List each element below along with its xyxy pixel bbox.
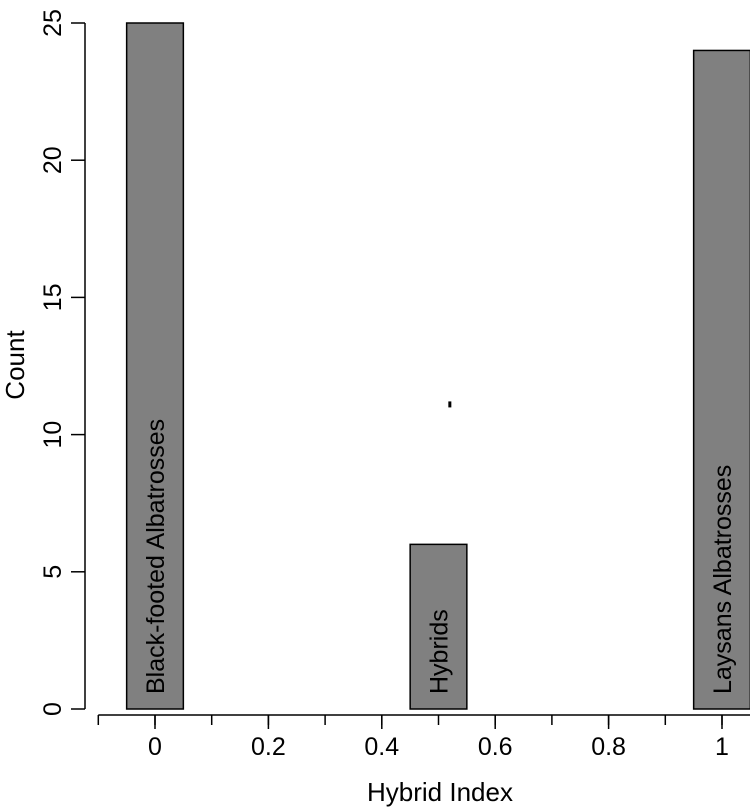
bar-0 bbox=[125, 22, 185, 710]
bars-layer: Black-footed Albatrosses Hybrids Laysans A… bbox=[125, 22, 750, 710]
x-tick-label-3: 0.6 bbox=[478, 733, 513, 761]
x-tick-label-5: 1 bbox=[715, 733, 729, 761]
y-tick-label-4: 20 bbox=[39, 146, 67, 174]
bar-label-2: Laysans Albatrosses bbox=[709, 465, 737, 694]
y-tick-label-3: 15 bbox=[39, 283, 67, 311]
bar-label-1: Hybrids bbox=[426, 609, 454, 694]
y-axis-title: Count bbox=[0, 330, 30, 400]
y-tick-label-1: 5 bbox=[39, 565, 67, 579]
bar-1 bbox=[409, 543, 468, 710]
x-ticks: 0 0.2 0.4 0.6 0.8 1 bbox=[97, 715, 729, 761]
x-axis: 0 0.2 0.4 0.6 0.8 1 bbox=[97, 714, 750, 761]
y-tick-label-0: 0 bbox=[39, 702, 67, 716]
x-tick-label-0: 0 bbox=[148, 733, 162, 761]
x-tick-label-2: 0.4 bbox=[364, 733, 399, 761]
bar-label-0: Black-footed Albatrosses bbox=[142, 419, 170, 694]
y-ticks: 0 5 10 15 20 25 bbox=[39, 9, 85, 716]
bar-2 bbox=[692, 49, 750, 710]
x-tick-label-1: 0.2 bbox=[251, 733, 286, 761]
x-axis-title: Hybrid Index bbox=[367, 777, 513, 807]
y-tick-label-5: 25 bbox=[39, 9, 67, 37]
data-point bbox=[448, 401, 452, 408]
x-tick-label-4: 0.8 bbox=[591, 733, 626, 761]
point-layer bbox=[448, 401, 452, 408]
y-tick-label-2: 10 bbox=[39, 421, 67, 449]
y-axis: 0 5 10 15 20 25 bbox=[39, 9, 86, 716]
